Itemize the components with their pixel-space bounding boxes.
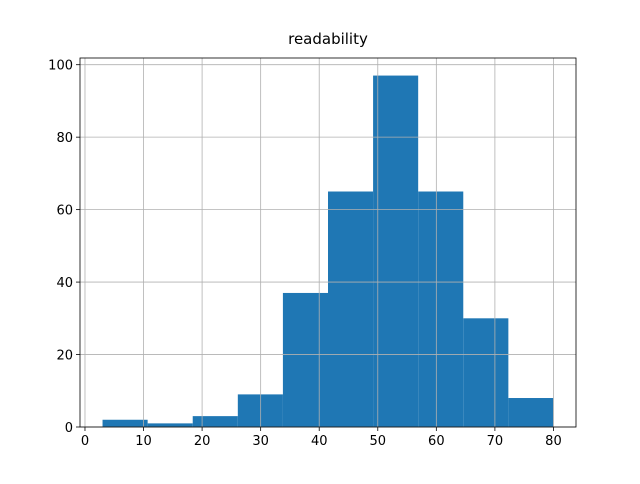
y-tick-label: 0 [65,421,73,436]
chart-title: readability [288,30,368,48]
y-tick-label: 60 [56,204,73,219]
x-tick-label: 70 [487,434,504,449]
bar [147,423,193,427]
bar [282,292,328,427]
x-tick-label: 20 [194,434,211,449]
x-tick-label: 0 [81,434,89,449]
bar [328,191,374,427]
x-tick-label: 80 [545,434,562,449]
x-tick-label: 50 [370,434,387,449]
bar [102,419,148,427]
bar [192,416,238,427]
bar [463,318,509,427]
bar [418,191,464,427]
bar [508,398,554,427]
x-tick-label: 30 [252,434,269,449]
y-tick-label: 100 [48,59,73,74]
x-tick-label: 10 [135,434,152,449]
x-tick-label: 60 [428,434,445,449]
y-tick-label: 20 [56,349,73,364]
plot-frame [79,57,577,428]
y-tick-label: 80 [56,131,73,146]
bar [373,75,419,428]
x-tick-label: 40 [311,434,328,449]
y-tick-label: 40 [56,276,73,291]
